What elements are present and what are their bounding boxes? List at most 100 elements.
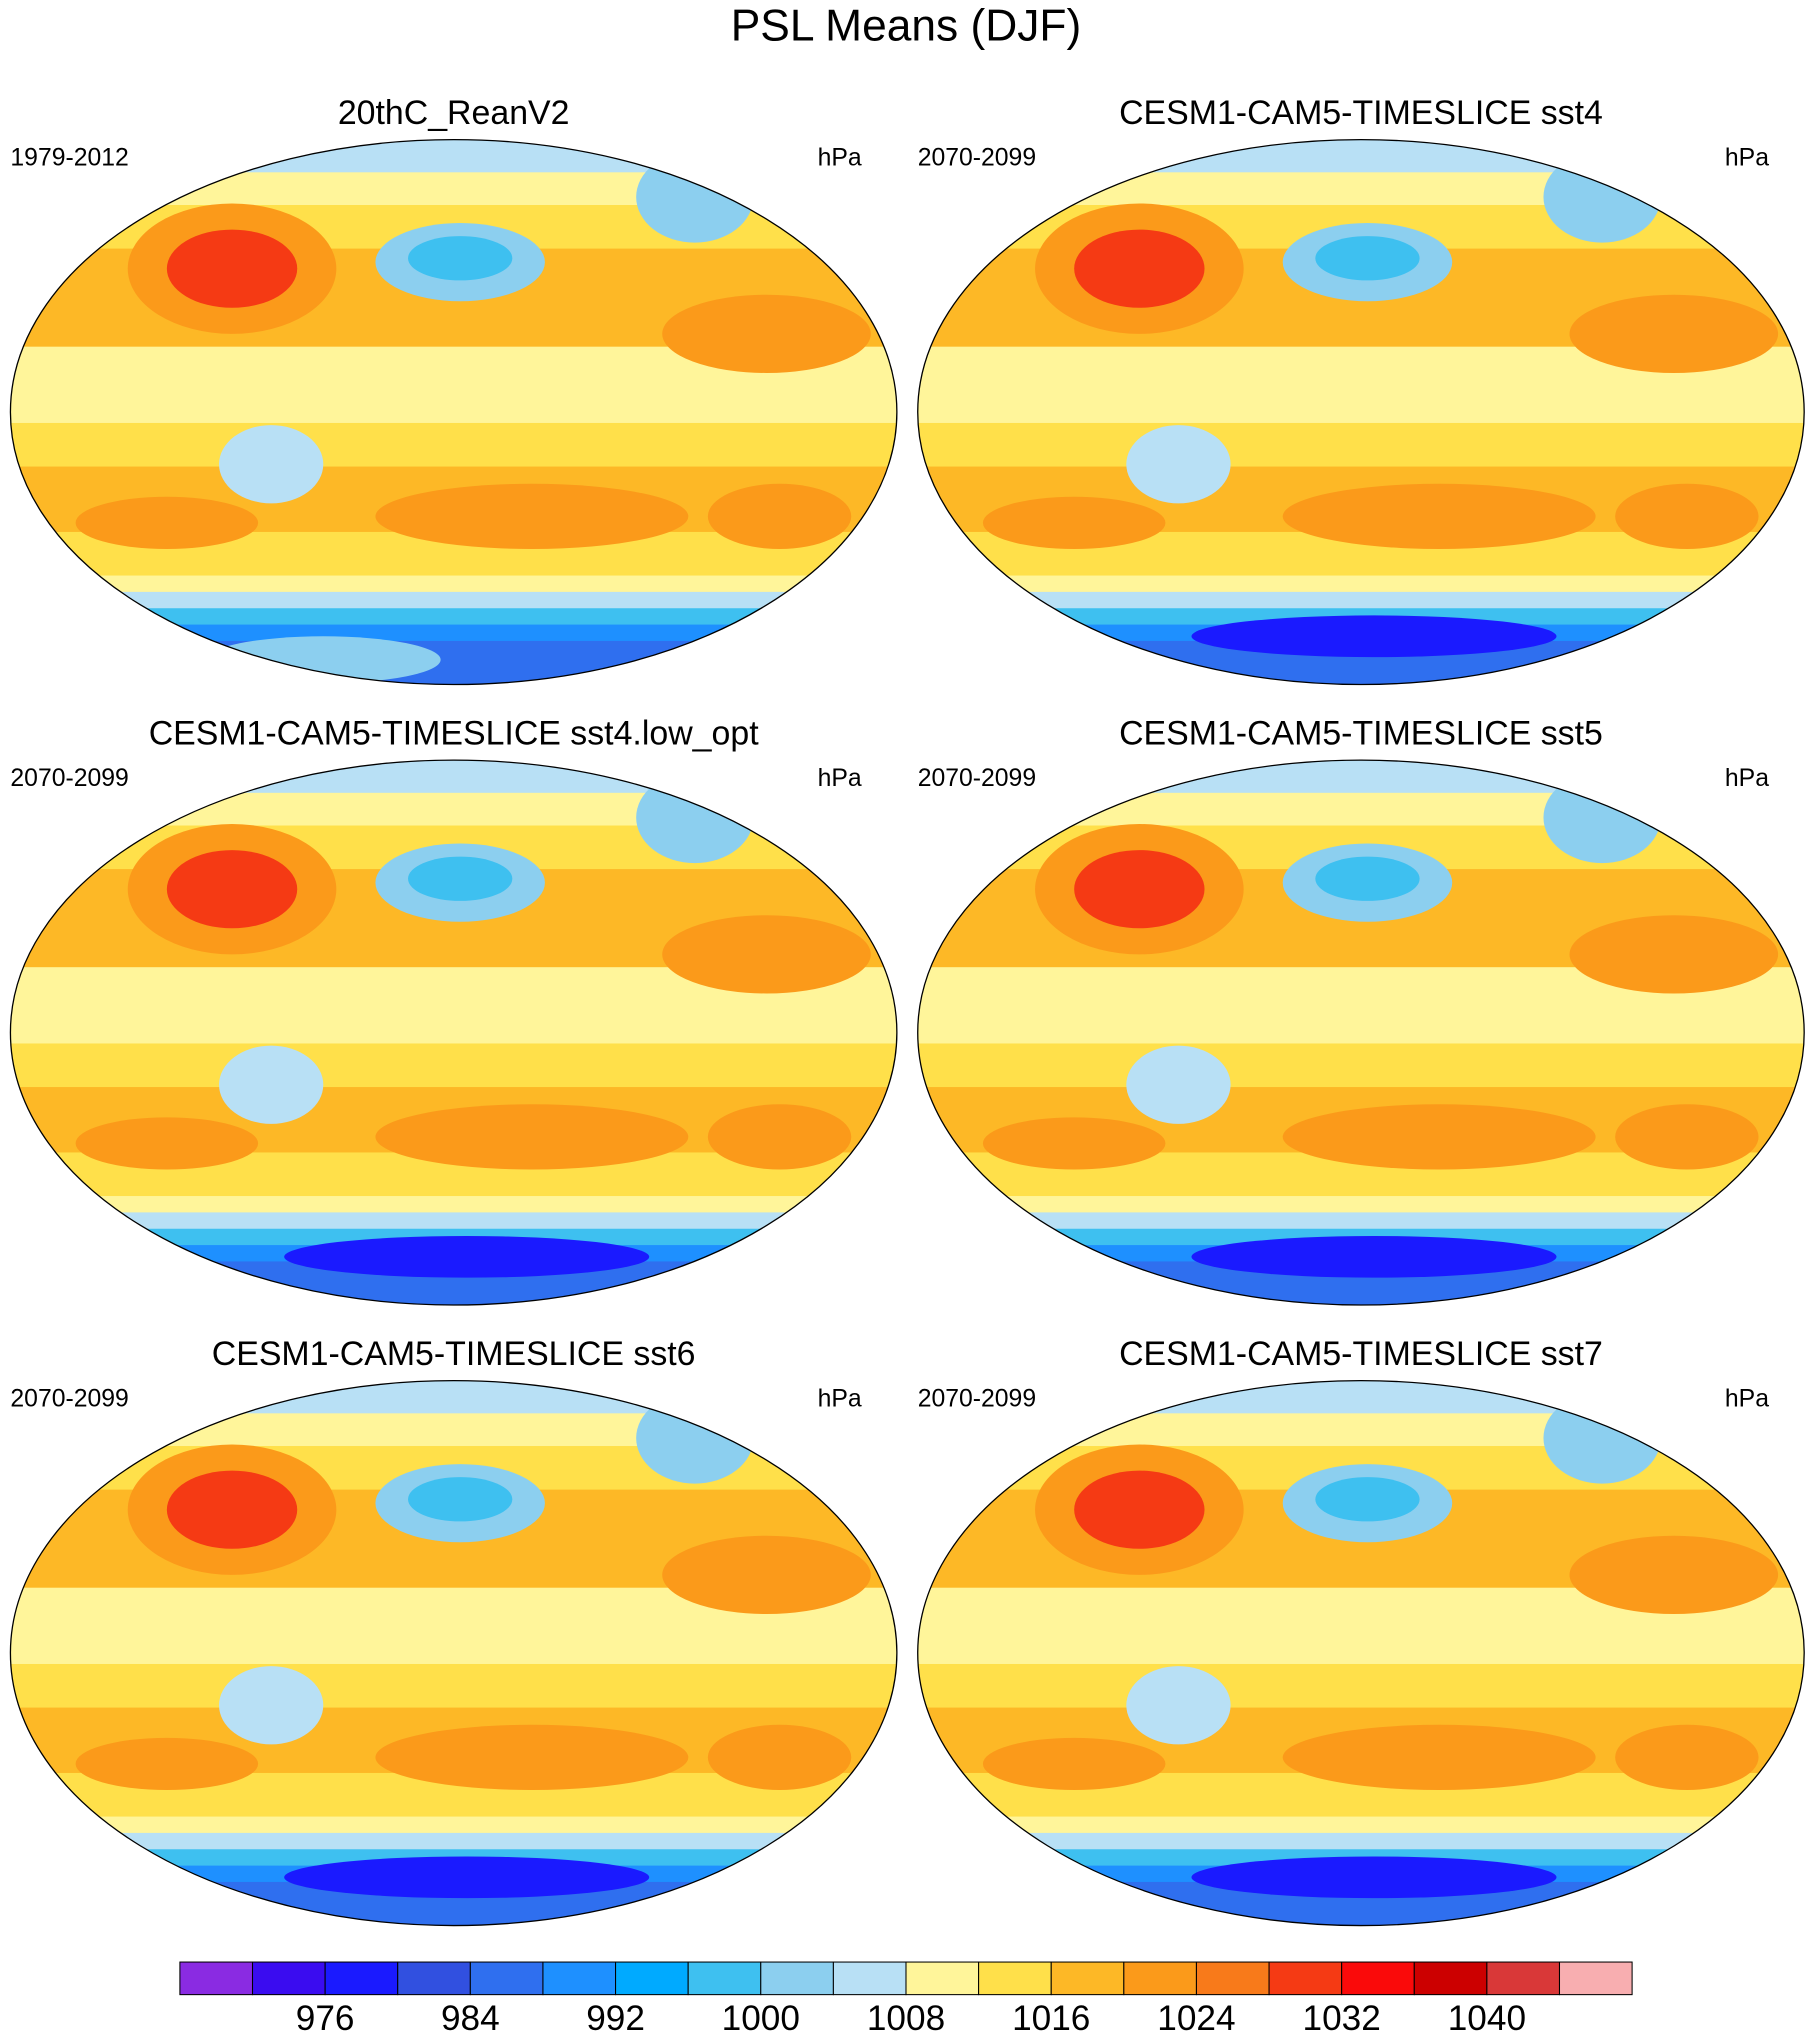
figure-title: PSL Means (DJF): [731, 2, 1081, 51]
high: [166, 1470, 298, 1549]
colorbar-box: [615, 1961, 689, 1996]
map-outline: [917, 138, 1805, 686]
map-band: [10, 591, 897, 610]
map-outline: [917, 1379, 1805, 1927]
map-band: [10, 139, 897, 174]
high: [166, 229, 298, 308]
high: [1074, 850, 1205, 929]
map-band: [917, 139, 1805, 174]
map: [917, 760, 1805, 1306]
low: [219, 1666, 324, 1745]
colorbar-box: [1486, 1961, 1561, 1996]
colorbar-box: [1050, 1961, 1125, 1996]
colorbar-label: 1008: [867, 1999, 945, 2038]
map-band: [10, 1832, 897, 1851]
high: [1282, 1104, 1596, 1170]
high: [166, 850, 298, 929]
high: [662, 1535, 871, 1614]
high: [707, 1104, 852, 1170]
low: [205, 636, 441, 684]
low: [408, 1477, 513, 1522]
high: [75, 496, 259, 549]
colorbar-box: [687, 1961, 762, 1996]
panel-period: 2070-2099: [10, 765, 128, 792]
map-band: [10, 624, 897, 643]
high: [375, 483, 689, 549]
map-band: [10, 1663, 897, 1709]
map-band: [10, 1212, 897, 1231]
colorbar-box: [760, 1961, 834, 1996]
map-band: [917, 792, 1805, 827]
map-band: [10, 422, 897, 468]
low: [1543, 151, 1661, 243]
low: [636, 151, 754, 243]
high: [375, 1104, 689, 1170]
high: [982, 496, 1166, 549]
map-band: [917, 1043, 1805, 1089]
panel-title: CESM1-CAM5-TIMESLICE sst5: [1119, 714, 1603, 752]
panel-units: hPa: [1725, 1386, 1769, 1413]
map-band: [10, 608, 897, 626]
low: [1315, 236, 1420, 281]
colorbar-box: [905, 1961, 980, 1996]
colorbar-box: [179, 1961, 254, 1996]
map-band: [917, 1816, 1805, 1835]
low: [1126, 1666, 1231, 1745]
map-band: [10, 172, 897, 207]
low: [1191, 1235, 1557, 1278]
panel-period: 2070-2099: [10, 1386, 128, 1413]
map: [10, 1380, 897, 1926]
map-band: [10, 1816, 897, 1835]
colorbar-box: [1123, 1961, 1197, 1996]
map: [917, 139, 1805, 685]
panel-units: hPa: [1725, 765, 1769, 792]
map-band: [10, 1043, 897, 1089]
colorbar-label: 1040: [1448, 1999, 1526, 2038]
high: [75, 1737, 259, 1790]
map-outline: [9, 1379, 898, 1927]
map-outline: [9, 759, 898, 1306]
panel-units: hPa: [818, 765, 862, 792]
map-outline: [9, 138, 898, 686]
low: [219, 1045, 324, 1124]
high: [1569, 915, 1779, 994]
low: [284, 1856, 650, 1899]
panel-title: CESM1-CAM5-TIMESLICE sst6: [212, 1335, 696, 1373]
panel-units: hPa: [818, 145, 862, 172]
panel-period: 2070-2099: [918, 1386, 1036, 1413]
colorbar-label: 1016: [1012, 1999, 1090, 2038]
panel-period: 1979-2012: [10, 145, 128, 172]
high: [982, 1737, 1166, 1790]
map-band: [917, 591, 1805, 610]
colorbar-box: [1268, 1961, 1343, 1996]
panel-title: CESM1-CAM5-TIMESLICE sst4: [1119, 94, 1603, 132]
high: [1282, 483, 1596, 549]
high: [1074, 1470, 1205, 1549]
map-band: [10, 1380, 897, 1415]
low: [636, 771, 754, 864]
map-band: [917, 172, 1805, 207]
high: [1074, 229, 1205, 308]
low: [1191, 1856, 1557, 1899]
high: [707, 483, 852, 549]
high: [982, 1117, 1166, 1170]
map-band: [917, 1212, 1805, 1231]
panel-units: hPa: [1725, 145, 1769, 172]
map-band: [10, 760, 897, 795]
low: [1191, 615, 1557, 658]
low: [1315, 856, 1420, 901]
map-band: [917, 1832, 1805, 1851]
map-band: [10, 1196, 897, 1214]
colorbar-label: 1032: [1303, 1999, 1381, 2038]
low: [1315, 1477, 1420, 1522]
map-band: [917, 575, 1805, 594]
high: [1615, 483, 1759, 549]
map-outline: [917, 759, 1805, 1306]
high: [1569, 1535, 1779, 1614]
high: [662, 294, 871, 373]
colorbar-box: [1195, 1961, 1270, 1996]
high: [1615, 1724, 1759, 1790]
map: [917, 1380, 1805, 1926]
colorbar-box: [978, 1961, 1052, 1996]
